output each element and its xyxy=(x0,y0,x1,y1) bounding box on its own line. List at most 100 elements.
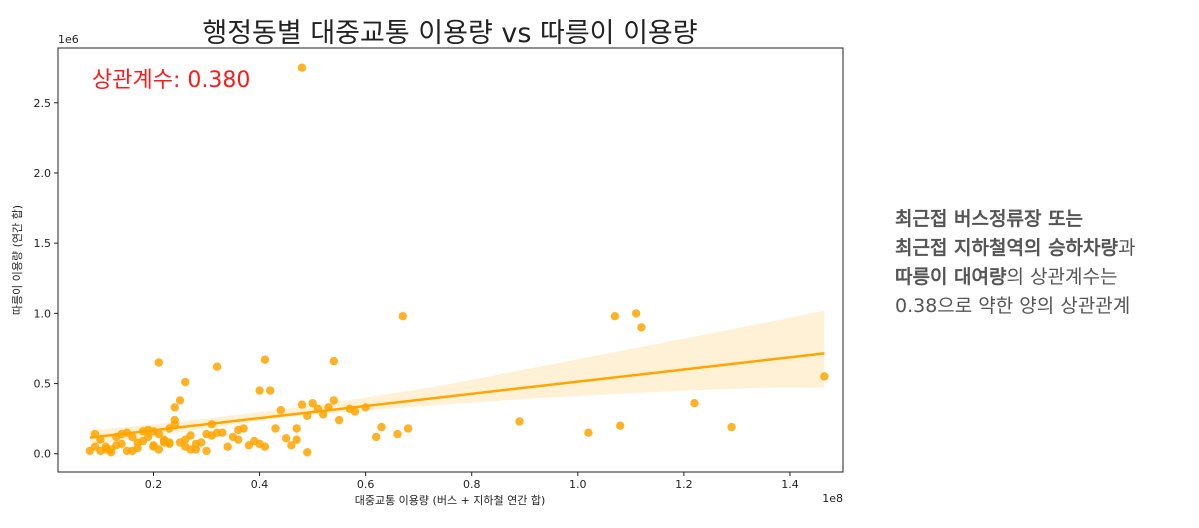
side-note-line-1-bold: 최근접 버스정류장 또는 xyxy=(895,208,1084,230)
scatter-point xyxy=(610,312,620,321)
scatter-point xyxy=(255,386,264,395)
scatter-point xyxy=(319,410,328,419)
scatter-point xyxy=(276,406,285,415)
scatter-point xyxy=(165,439,174,449)
scatter-point xyxy=(690,399,699,408)
y-tick-label: 0.5 xyxy=(34,378,52,391)
scatter-point xyxy=(271,424,280,433)
regression-line xyxy=(89,352,825,439)
scatter-point xyxy=(112,441,121,450)
scatter-point xyxy=(515,417,524,426)
x-tick-label: 1.0 xyxy=(569,478,587,491)
scatter-point xyxy=(297,400,307,409)
scatter-point xyxy=(260,355,270,364)
x-tick-label: 0.2 xyxy=(145,478,163,491)
scatter-point xyxy=(372,432,381,442)
scatter-point xyxy=(398,312,407,321)
scatter-point xyxy=(303,411,312,420)
scatter-point xyxy=(106,448,116,457)
y-axis-label: 따릉이 이용량 (연간 합) xyxy=(11,205,24,315)
scatter-point xyxy=(329,396,338,405)
scatter-point xyxy=(128,432,137,442)
scatter-point xyxy=(255,439,264,449)
scatter-point xyxy=(297,63,307,72)
scatter-point xyxy=(154,445,163,454)
regression-line-layer xyxy=(89,352,825,439)
confidence-band xyxy=(89,310,825,446)
y-tick-label: 1.5 xyxy=(34,237,52,250)
scatter-point xyxy=(170,415,179,425)
correlation-annotation: 상관계수: 0.380 xyxy=(92,68,250,93)
scatter-point xyxy=(637,323,646,332)
scatter-point xyxy=(212,362,222,371)
scatter-point xyxy=(303,448,312,457)
x-tick-label: 0.8 xyxy=(463,478,481,491)
scatter-point xyxy=(820,372,829,381)
side-note-line-4: 0.38으로 약한 양의 상관관계 xyxy=(895,295,1131,317)
scatter-point xyxy=(281,434,291,443)
side-note-line-1: 최근접 버스정류장 또는 xyxy=(895,205,1195,234)
scatter-point xyxy=(212,428,222,437)
scatter-point xyxy=(181,442,190,451)
scatter-point xyxy=(90,442,100,451)
side-note-line-2-rest: 과 xyxy=(1118,237,1136,259)
x-tick-label: 0.4 xyxy=(251,478,269,491)
scatter-point xyxy=(334,415,344,425)
scatter-point xyxy=(292,424,301,433)
scatter-point xyxy=(266,386,275,395)
side-note-line-3: 따릉이 대여량의 상관계수는 xyxy=(895,263,1195,292)
scatter-point xyxy=(584,428,593,437)
x-axis-ticks: 0.2 0.4 0.6 0.8 1.0 1.2 1.4 xyxy=(145,472,799,491)
scatter-point xyxy=(287,441,296,450)
side-note-line-3-rest: 의 상관계수는 xyxy=(1006,266,1118,288)
y-tick-label: 0.0 xyxy=(34,448,52,461)
side-note-line-3-bold: 따릉이 대여량 xyxy=(895,266,1007,288)
y-tick-label: 2.0 xyxy=(34,167,52,180)
scatter-point xyxy=(117,429,126,439)
scatter-point xyxy=(377,422,386,432)
x-offset-label: 1e8 xyxy=(822,492,843,505)
scatter-points-layer xyxy=(85,63,829,457)
scatter-point xyxy=(329,356,338,366)
y-offset-label: 1e6 xyxy=(58,33,79,46)
scatter-point xyxy=(308,399,317,408)
scatter-point xyxy=(181,377,190,387)
scatter-point xyxy=(138,427,148,436)
scatter-point xyxy=(154,358,163,367)
x-tick-label: 0.6 xyxy=(357,478,375,491)
scatter-point xyxy=(350,407,360,416)
scatter-point xyxy=(175,396,185,405)
y-axis-ticks: 0.0 0.5 1.0 1.5 2.0 2.5 xyxy=(34,97,58,461)
scatter-point xyxy=(186,431,195,440)
scatter-point xyxy=(128,446,137,456)
side-note-line-2: 최근접 지하철역의 승하차량과 xyxy=(895,234,1195,263)
side-note: 최근접 버스정류장 또는 최근접 지하철역의 승하차량과 따릉이 대여량의 상관… xyxy=(895,205,1195,321)
scatter-point xyxy=(170,403,179,412)
scatter-point xyxy=(631,309,641,318)
scatter-point xyxy=(403,424,413,433)
scatter-point xyxy=(202,446,211,456)
scatter-point xyxy=(207,420,216,429)
scatter-point xyxy=(313,404,323,413)
x-axis-label: 대중교통 이용량 (버스 + 지하철 연간 합) xyxy=(355,493,546,507)
scatter-point xyxy=(616,421,625,430)
scatter-point xyxy=(292,435,301,444)
scatter-point xyxy=(239,424,248,433)
x-tick-label: 1.4 xyxy=(781,478,799,491)
scatter-point xyxy=(138,436,148,446)
scatter-point xyxy=(324,403,333,412)
plot-frame xyxy=(57,47,844,473)
scatter-point xyxy=(727,422,736,432)
chart-title: 행정동별 대중교통 이용량 vs 따릉이 이용량 xyxy=(202,18,697,49)
confidence-band-layer xyxy=(89,310,825,446)
scatter-point xyxy=(96,435,105,444)
scatter-point xyxy=(149,427,158,436)
x-tick-label: 1.2 xyxy=(675,478,693,491)
scatter-point xyxy=(393,429,402,439)
scatter-point xyxy=(197,438,206,447)
scatter-point xyxy=(90,429,100,439)
side-note-line-2-bold: 최근접 지하철역의 승하차량 xyxy=(895,237,1118,259)
y-tick-label: 2.5 xyxy=(34,97,52,110)
scatter-point xyxy=(223,442,232,451)
